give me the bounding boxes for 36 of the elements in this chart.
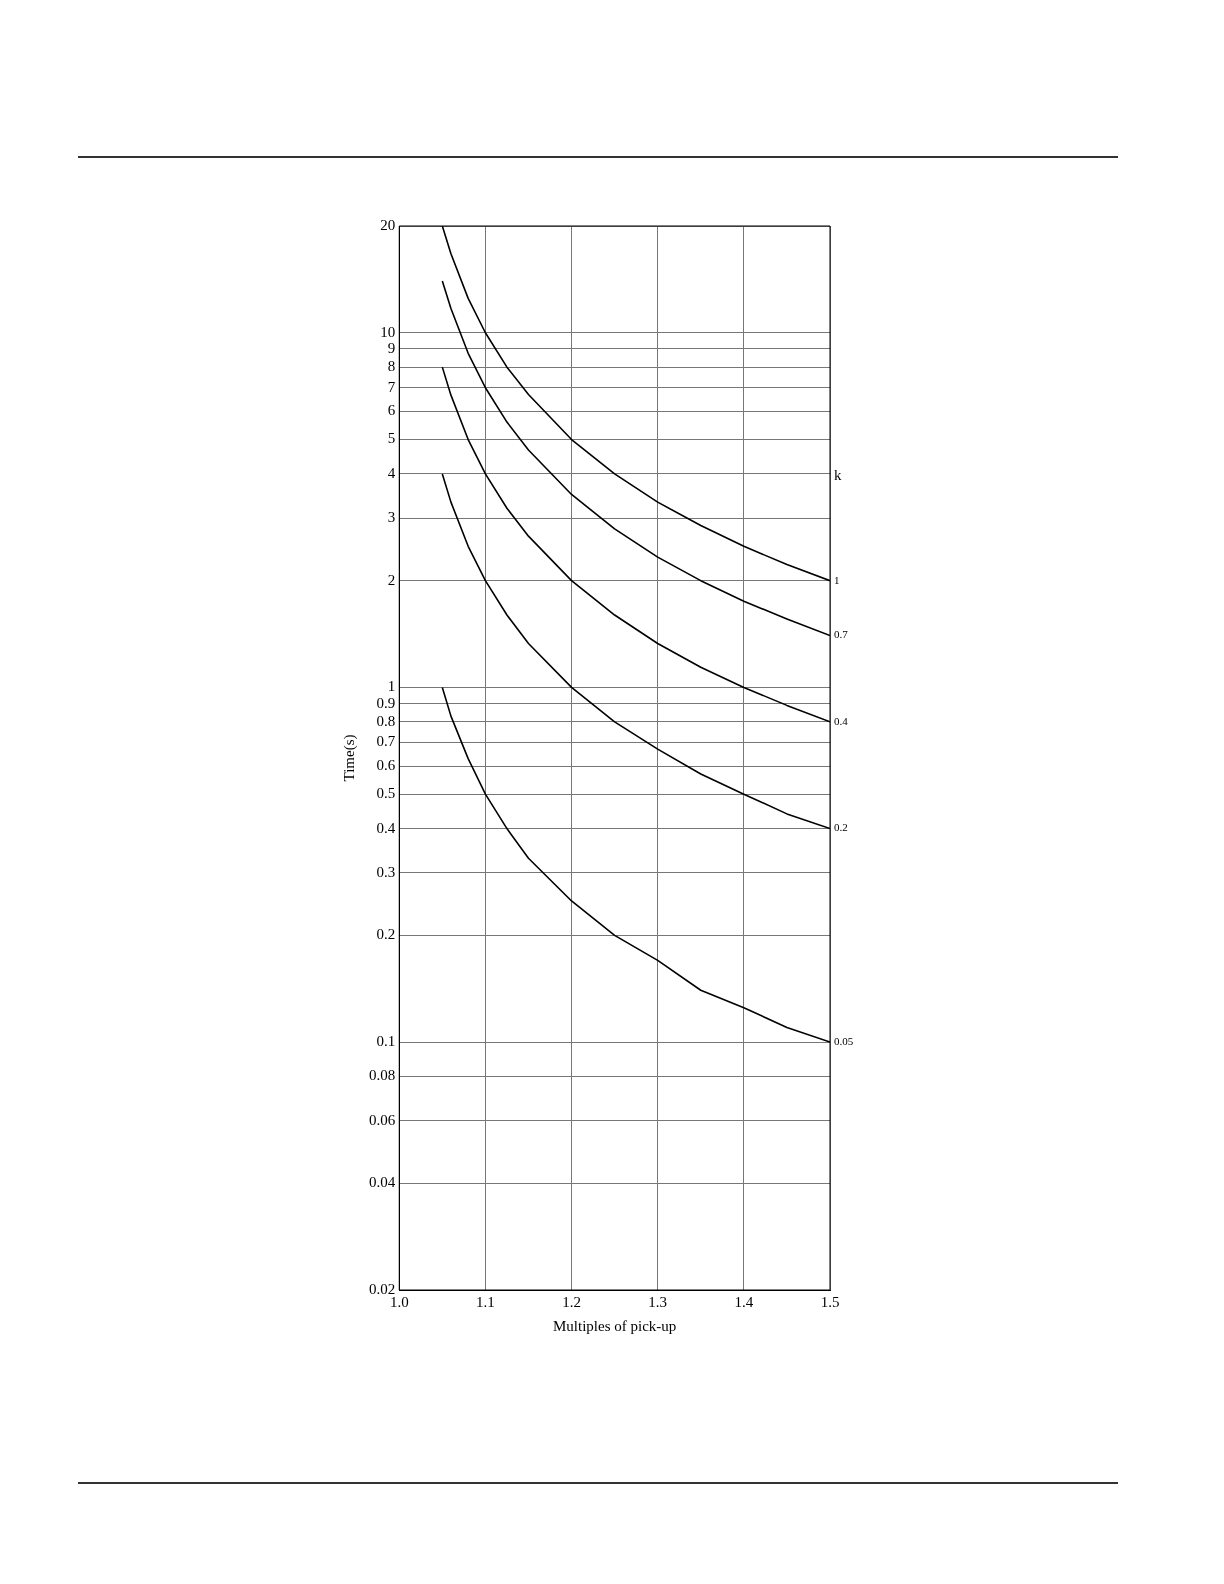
- y-tick-label: 0.8: [376, 712, 396, 729]
- y-tick-label: 7: [387, 378, 396, 395]
- y-tick-label: 0.7: [376, 733, 396, 750]
- y-tick-label: 0.2: [376, 926, 396, 943]
- y-tick-label: 4: [387, 464, 396, 481]
- x-tick-label: 1.3: [648, 1293, 668, 1310]
- y-tick-label: 0.9: [376, 694, 396, 711]
- y-tick-label: 10: [380, 323, 396, 340]
- series-label: 0.05: [834, 1034, 854, 1047]
- x-tick-label: 1.4: [734, 1293, 754, 1310]
- x-axis-title: Multiples of pick-up: [552, 1317, 677, 1334]
- y-tick-label: 0.5: [376, 785, 396, 802]
- y-tick-label: 0.1: [376, 1033, 396, 1050]
- y-tick-label: 0.04: [369, 1174, 396, 1191]
- x-tick-label: 1.1: [476, 1293, 495, 1310]
- y-axis-title: Time(s): [340, 734, 358, 782]
- y-tick-label: 9: [387, 339, 396, 356]
- y-tick-label: 20: [380, 216, 396, 233]
- series-label: 0.4: [834, 714, 849, 727]
- series-label: 0.7: [834, 628, 849, 641]
- x-tick-label: 1.5: [820, 1293, 840, 1310]
- y-tick-label: 0.08: [369, 1067, 396, 1084]
- y-tick-label: 2: [387, 571, 396, 588]
- y-tick-label: 0.4: [376, 819, 396, 836]
- y-tick-label: 0.6: [376, 757, 396, 774]
- y-tick-label: 8: [387, 358, 396, 375]
- y-tick-label: 0.3: [376, 863, 396, 880]
- y-tick-label: 0.06: [369, 1111, 396, 1128]
- series-label: 0.2: [834, 821, 848, 834]
- y-tick-label: 6: [387, 402, 396, 419]
- series-label: 1: [834, 573, 840, 586]
- legend-title: k: [834, 466, 842, 483]
- y-tick-label: 1: [387, 678, 396, 695]
- y-tick-label: 5: [387, 430, 396, 447]
- x-tick-label: 1.2: [562, 1293, 581, 1310]
- y-tick-label: 3: [387, 509, 396, 526]
